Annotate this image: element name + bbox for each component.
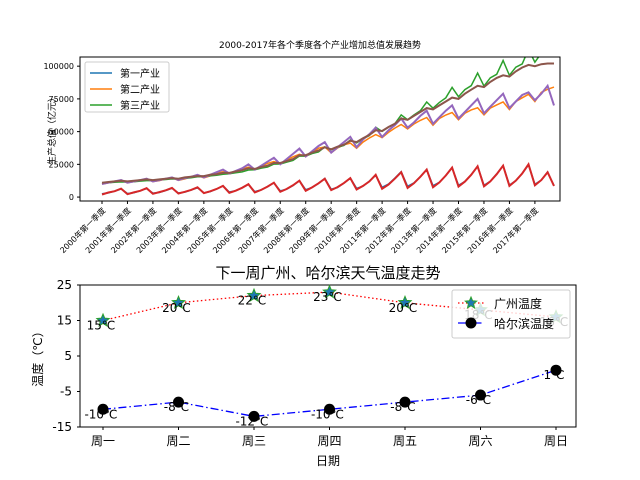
data-point-circle — [173, 396, 184, 408]
chart-title: 2000-2017年各个季度各个产业增加总值发展趋势 — [219, 39, 421, 51]
data-label: -12℃ — [235, 414, 268, 428]
x-tick-label: 周日 — [544, 434, 568, 448]
data-label: -10℃ — [311, 407, 344, 421]
x-tick-label: 周四 — [317, 434, 341, 448]
data-point-star — [322, 284, 337, 299]
x-tick-label: 2007年第一季度 — [236, 205, 286, 255]
x-tick-label: 2001年第一季度 — [83, 205, 133, 255]
plot-frame — [79, 56, 561, 202]
x-tick-label: 2004年第一季度 — [160, 205, 210, 255]
x-axis-label: 日期 — [316, 454, 340, 468]
x-tick-label: 2003年第一季度 — [134, 205, 184, 255]
x-tick-label: 2000年第一季度 — [58, 205, 108, 255]
data-label: -8℃ — [390, 400, 415, 414]
x-tick-label: 2008年第一季度 — [261, 205, 311, 255]
x-tick-label: 2011年第一季度 — [338, 205, 388, 255]
legend-swatch-marker — [464, 295, 478, 309]
x-tick-label: 2016年第一季度 — [465, 205, 515, 255]
data-point-star — [397, 294, 413, 310]
legend-swatch-marker — [465, 317, 477, 329]
data-label: 23℃ — [313, 290, 342, 304]
data-point-circle — [248, 410, 260, 422]
data-point-star — [246, 287, 262, 302]
data-label: -10℃ — [84, 407, 117, 421]
legend-label: 广州温度 — [494, 296, 542, 311]
quarterly-gdp-chart: 2000-2017年各个季度各个产业增加总值发展趋势 0 25000 50000 750… — [43, 39, 561, 255]
legend-label: 哈尔滨温度 — [494, 316, 554, 331]
data-label: 1℃ — [543, 368, 564, 382]
plot-area — [101, 57, 555, 196]
x-tick-label: 周六 — [468, 434, 492, 448]
series-line-overlay-3 — [101, 162, 555, 196]
x-tick-label: 2015年第一季度 — [440, 205, 490, 255]
x-tick-label: 周五 — [393, 434, 417, 448]
data-point-star — [171, 294, 186, 310]
data-label: 20℃ — [162, 301, 191, 315]
legend-label: 第一产业 — [120, 67, 160, 80]
x-tick-label: 2010年第一季度 — [312, 205, 362, 255]
x-tick-label: 2017年第一季度 — [491, 205, 541, 255]
x-tick-label: 2009年第一季度 — [287, 205, 337, 255]
y-tick-label: 75000 — [49, 95, 74, 104]
data-label: 15℃ — [87, 319, 116, 333]
y-tick-label: 50000 — [49, 128, 74, 137]
data-point-circle — [475, 389, 486, 401]
x-tick-label: 2012年第一季度 — [363, 205, 413, 255]
data-point-circle — [97, 403, 109, 415]
data-point-star — [95, 312, 111, 327]
legend-box — [451, 289, 571, 339]
y-axis-label: 温度（℃） — [30, 325, 45, 386]
data-point-circle — [399, 396, 411, 408]
data-label: 22℃ — [238, 294, 267, 308]
y-tick-label: 25000 — [49, 160, 74, 169]
series-line-第二产业 — [101, 86, 555, 185]
series-line-overlay-4 — [101, 83, 555, 185]
legend-label: 第二产业 — [120, 83, 160, 96]
y-tick-label: 5 — [64, 349, 72, 363]
y-tick-label: 100000 — [43, 62, 74, 71]
x-tick-label: 2005年第一季度 — [185, 205, 235, 255]
y-tick-label: -5 — [60, 385, 72, 399]
y-tick-label: -15 — [52, 420, 72, 434]
chart-title: 下一周广州、哈尔滨天气温度走势 — [215, 264, 440, 282]
data-label: -6℃ — [466, 393, 491, 407]
x-tick-label: 2013年第一季度 — [389, 205, 439, 255]
y-tick-label: 0 — [69, 193, 74, 202]
series-line-overlay-5 — [101, 62, 554, 184]
y-axis-label: 生产总值（亿元） — [46, 93, 58, 165]
data-label: 20℃ — [389, 301, 418, 315]
x-tick-label: 2006年第一季度 — [210, 205, 260, 255]
legend-label: 第三产业 — [120, 99, 160, 112]
x-tick-label: 周一 — [91, 434, 115, 448]
data-label: -8℃ — [164, 400, 189, 414]
y-tick-label: 25 — [57, 278, 72, 292]
y-tick-label: 15 — [57, 314, 72, 328]
x-tick-label: 周三 — [242, 434, 266, 448]
x-tick-label: 周二 — [166, 434, 190, 448]
x-tick-label: 2014年第一季度 — [414, 205, 464, 255]
data-point-circle — [324, 403, 335, 415]
data-point-circle — [550, 364, 562, 376]
legend-box — [84, 61, 170, 113]
x-tick-label: 2002年第一季度 — [109, 205, 159, 255]
